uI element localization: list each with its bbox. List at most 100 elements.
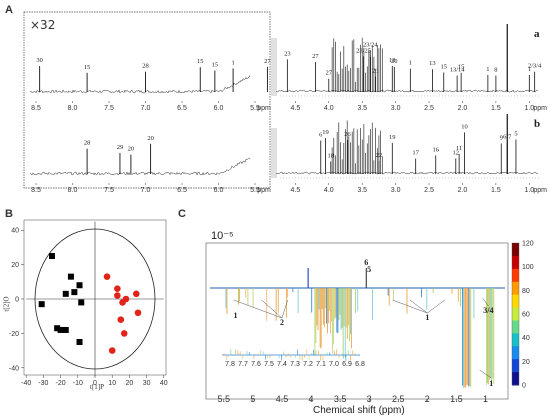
peak-label: 22 xyxy=(376,152,383,159)
axis-tick-label: 1.5 xyxy=(491,105,501,112)
peak-label: 16 xyxy=(432,146,439,153)
peak-label: 1 xyxy=(231,59,234,66)
score-point-group-a xyxy=(71,289,78,296)
colorbar-segment xyxy=(512,320,519,334)
ppm-axis-ticks: 8.5 8.0 7.5 7.0 6.5 6.0 5.5 4.5 4.0 3.5 3.0 2.5 2.0 1… xyxy=(31,101,547,194)
peak-label: 15 xyxy=(441,63,448,70)
axis-tick-label: -40 xyxy=(9,365,19,372)
score-point-group-a xyxy=(38,301,45,308)
panel-a-label: A xyxy=(5,4,13,16)
axis-tick-label: 6.0 xyxy=(214,105,224,112)
score-point-group-b xyxy=(122,295,130,303)
colorbar-tick-label: 60 xyxy=(522,312,530,319)
axis-tick-label: 3.5 xyxy=(334,394,347,404)
axis-tick-label: 1 xyxy=(483,394,488,404)
inset-tick-label: 7.1 xyxy=(316,361,326,368)
correlation-colorbar: 120 100 80 60 40 20 0 xyxy=(511,241,534,390)
axis-tick-label: 7.0 xyxy=(141,187,151,194)
trace-b-label: b xyxy=(534,118,541,130)
peak-label: 12 xyxy=(453,149,460,156)
trace-aromatic xyxy=(29,75,251,94)
peak-label: 1 xyxy=(409,60,412,67)
axis-tick-label: 8.0 xyxy=(68,187,78,194)
colorbar-segment xyxy=(512,268,519,283)
ppm-unit-label: ppm xyxy=(533,187,547,194)
axis-tick-label: -40 xyxy=(21,380,31,387)
peak-label: 2/3/4 xyxy=(528,63,542,70)
colorbar-segment xyxy=(512,281,519,296)
colorbar-tick-label: 20 xyxy=(522,359,530,366)
axis-tick-label: 2.5 xyxy=(392,394,405,404)
score-point-group-b xyxy=(120,330,128,337)
score-point-group-a xyxy=(62,290,69,297)
axis-tick-label: 3.5 xyxy=(357,187,367,194)
colorbar-tick-label: 0 xyxy=(522,383,526,390)
panel-b-label: B xyxy=(5,208,13,220)
colorbar-segment xyxy=(512,346,519,360)
annotation-leader xyxy=(392,299,428,314)
colorbar-segment xyxy=(512,243,519,257)
peak-annotation: 1 xyxy=(233,311,237,320)
inset-tick-label: 7.7 xyxy=(238,361,248,368)
axis-tick-label: 7.5 xyxy=(104,187,114,194)
peak-label: 28 xyxy=(84,140,91,147)
score-plot-points xyxy=(38,253,142,354)
peak-annotation: 1 xyxy=(425,313,429,322)
peak-label: 20 xyxy=(128,146,135,153)
peak-label: 27 xyxy=(312,53,319,60)
peak-label: 29 xyxy=(117,144,124,151)
score-point-group-b xyxy=(114,285,121,292)
inset-tick-label: 7.6 xyxy=(251,361,261,368)
axis-tick-label: 20 xyxy=(126,380,134,387)
axis-tick-label: 30 xyxy=(143,380,151,387)
axis-tick-label: 8.5 xyxy=(31,187,41,194)
peak-label: 1 xyxy=(528,66,531,73)
score-point-group-a xyxy=(49,253,55,259)
peak-label: 28 xyxy=(142,63,149,70)
peak-label: 21 xyxy=(372,68,379,75)
hotelling-ellipse xyxy=(34,228,156,370)
chemical-shift-axis-label: Chemical shift (ppm) xyxy=(313,405,405,416)
ppm-unit-label: ppm xyxy=(257,105,271,112)
score-point-group-b xyxy=(134,309,142,317)
axis-tick-label: 4.5 xyxy=(291,187,301,194)
peak-label: 9 xyxy=(500,135,503,142)
peak-annotation: 5 xyxy=(367,265,371,274)
annotation-leader xyxy=(482,297,489,307)
axis-tick-label: 3.0 xyxy=(391,105,401,112)
axis-tick-label: 6.5 xyxy=(177,105,187,112)
axis-tick-label: 20 xyxy=(11,262,19,269)
colorbar-tick-label: 40 xyxy=(522,335,530,342)
peak-label: 15 xyxy=(212,61,219,68)
axis-tick-label: 4.5 xyxy=(276,394,289,404)
chemical-shift-ticks: 5.5 5 4.5 4 3.5 3 2.5 2 1.5 1 xyxy=(218,394,488,404)
peak-label: 10 xyxy=(461,123,468,130)
peak-label: 27 xyxy=(326,70,333,77)
colorbar-tick-label: 80 xyxy=(522,288,530,295)
inset-tick-label: 7.2 xyxy=(303,361,313,368)
axis-tick-label: -20 xyxy=(56,380,66,387)
annotation-leader xyxy=(261,299,283,319)
axis-tick-label: 2.5 xyxy=(424,187,434,194)
spectrum-traces xyxy=(29,24,539,178)
score-point-group-b xyxy=(117,316,125,323)
axis-tick-label: 4.0 xyxy=(324,105,334,112)
peak-label: 19 xyxy=(322,129,329,136)
colorbar-segment xyxy=(512,255,519,270)
axis-tick-label: 2 xyxy=(425,394,430,404)
peak-label: 19 xyxy=(389,134,396,141)
axis-tick-label: 4.5 xyxy=(291,105,301,112)
axis-tick-label: 40 xyxy=(160,380,168,387)
axis-tick-label: 0 xyxy=(15,297,19,304)
colorbar-segment xyxy=(512,333,519,347)
peak-label: 11 xyxy=(456,145,462,152)
axis-tick-label: 4.0 xyxy=(324,187,334,194)
peak-annotation: 2 xyxy=(280,318,284,327)
colorbar-tick-label: 100 xyxy=(522,264,534,271)
axis-tick-label: 1.0 xyxy=(524,105,534,112)
loading-plot-frame xyxy=(205,242,509,400)
trace-aliphatic xyxy=(275,171,539,175)
score-point-group-a xyxy=(76,339,83,345)
peak-label: 27 xyxy=(264,58,271,65)
axis-tick-label: -20 xyxy=(9,331,19,338)
